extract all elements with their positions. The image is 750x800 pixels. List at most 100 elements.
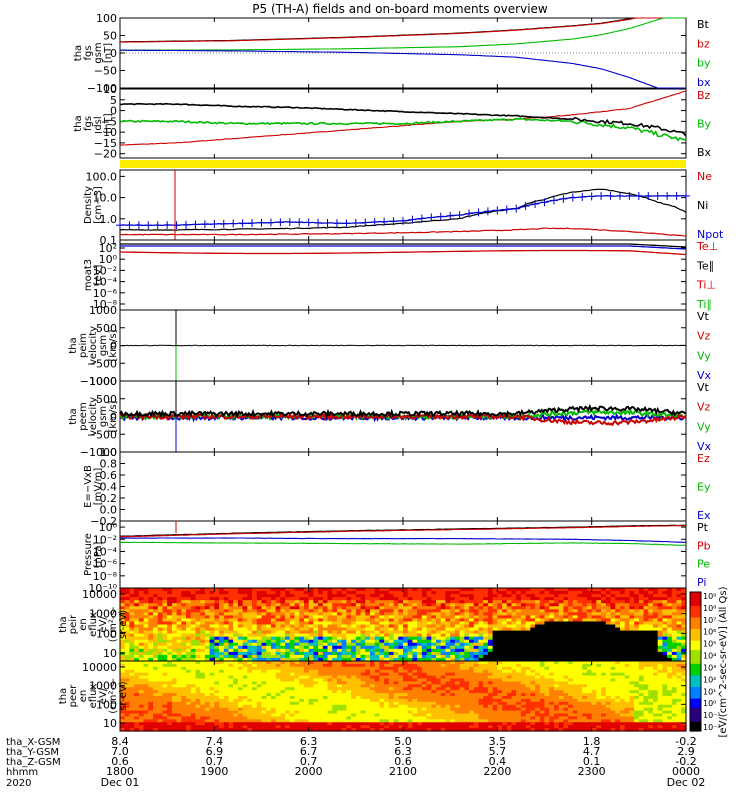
peir_eflux-cell bbox=[256, 621, 263, 626]
peer_eflux-cell bbox=[171, 704, 178, 709]
peir_eflux-cell bbox=[431, 651, 437, 656]
peir_eflux-cell bbox=[318, 615, 324, 620]
peir_eflux-cell bbox=[619, 606, 626, 610]
peer_eflux-cell bbox=[233, 696, 239, 700]
peer_eflux-cell bbox=[322, 716, 329, 720]
peer_eflux-cell bbox=[365, 693, 371, 697]
peir_eflux-cell bbox=[242, 594, 248, 598]
peir_eflux-cell bbox=[162, 606, 168, 610]
peer_eflux-cell bbox=[299, 696, 305, 700]
peir_eflux-cell bbox=[657, 648, 664, 653]
peer_eflux-cell bbox=[384, 696, 390, 700]
peir_eflux-cell bbox=[473, 618, 480, 623]
peir_eflux-cell bbox=[596, 645, 602, 650]
peir_eflux-cell bbox=[233, 630, 239, 635]
peer_eflux-cell bbox=[233, 698, 239, 703]
peir_eflux-cell bbox=[473, 594, 480, 598]
peir_eflux-cell bbox=[360, 621, 366, 626]
peir_eflux-cell bbox=[492, 591, 498, 595]
peer_eflux-cell bbox=[242, 666, 248, 671]
peir_eflux-cell bbox=[148, 597, 154, 601]
peir_eflux-cell bbox=[426, 609, 432, 613]
peer_eflux-cell bbox=[351, 707, 357, 712]
peir_eflux-cell bbox=[374, 618, 381, 623]
peer_eflux-cell bbox=[322, 663, 329, 668]
peir_eflux-ylabel-line: tha bbox=[58, 616, 69, 632]
peer_eflux-cell bbox=[421, 725, 428, 729]
peer_eflux-cell bbox=[407, 661, 414, 665]
peer_eflux-cell bbox=[143, 713, 149, 718]
peir_eflux-cell bbox=[487, 624, 494, 629]
peir_eflux-cell bbox=[478, 588, 484, 592]
peer_eflux-cell bbox=[266, 725, 272, 729]
peir_eflux-cell bbox=[237, 612, 244, 616]
peir_eflux-cell bbox=[322, 603, 329, 607]
peer_eflux-cell bbox=[209, 693, 215, 697]
peir_eflux-cell bbox=[469, 654, 475, 659]
peer_eflux-cell bbox=[124, 661, 131, 665]
peir_eflux-cell bbox=[667, 642, 673, 647]
peer_eflux-cell bbox=[379, 672, 385, 677]
peir_eflux-cell bbox=[553, 636, 560, 641]
peer_eflux-cell bbox=[209, 669, 215, 674]
peer_eflux-cell bbox=[134, 663, 140, 668]
peer_eflux-cell bbox=[266, 722, 272, 726]
peer_eflux-cell bbox=[242, 669, 248, 674]
peir_eflux-cell bbox=[634, 657, 640, 662]
peer_eflux-cell bbox=[171, 698, 178, 703]
peir_eflux-cell bbox=[544, 627, 550, 632]
peer_eflux-cell bbox=[124, 681, 131, 685]
peer_eflux-cell bbox=[237, 725, 244, 729]
peer_eflux-cell bbox=[436, 661, 442, 665]
peer_eflux-cell bbox=[195, 713, 201, 718]
peir_eflux-cell bbox=[407, 606, 414, 610]
peir_eflux-cell bbox=[332, 651, 338, 656]
peir_eflux-cell bbox=[558, 609, 564, 613]
peir_eflux-cell bbox=[610, 624, 616, 629]
peer_eflux-cell bbox=[313, 701, 319, 706]
peir_eflux-cell bbox=[619, 597, 626, 601]
peer_eflux-cell bbox=[120, 696, 126, 700]
peer_eflux-cell bbox=[171, 666, 178, 671]
peir_eflux-cell bbox=[440, 618, 447, 623]
peer_eflux-cell bbox=[365, 687, 371, 691]
peir_eflux-cell bbox=[511, 624, 517, 629]
peer_eflux-cell bbox=[384, 684, 390, 688]
peer_eflux-cell bbox=[148, 663, 154, 668]
peer_eflux-cell bbox=[327, 678, 333, 683]
peir_eflux-cell bbox=[676, 594, 682, 598]
peir_eflux-cell bbox=[667, 603, 673, 607]
peer_eflux-cell bbox=[313, 672, 319, 677]
peir_eflux-cell bbox=[280, 630, 286, 635]
peir_eflux-cell bbox=[176, 645, 182, 650]
peir_eflux-cell bbox=[469, 591, 475, 595]
peir_eflux-cell bbox=[190, 657, 197, 662]
peir_eflux-cell bbox=[577, 642, 583, 647]
peer_eflux-cell bbox=[134, 693, 140, 697]
peer_eflux-cell bbox=[200, 701, 206, 706]
peer_eflux-cell bbox=[322, 684, 329, 688]
peir_eflux-cell bbox=[181, 600, 187, 604]
peir_eflux-cell bbox=[129, 603, 135, 607]
peer_eflux-cell bbox=[318, 684, 324, 688]
peir_eflux-cell bbox=[473, 597, 480, 601]
peer_eflux-cell bbox=[148, 728, 154, 732]
peer_eflux-cell bbox=[204, 684, 211, 688]
peer_eflux-cell bbox=[360, 707, 366, 712]
peir_eflux-cell bbox=[129, 654, 135, 659]
peir_eflux-cell bbox=[492, 639, 498, 644]
peer_eflux-cell bbox=[299, 681, 305, 685]
peer_eflux-cell bbox=[426, 716, 432, 720]
peir_eflux-cell bbox=[652, 612, 659, 616]
peir_eflux-cell bbox=[478, 648, 484, 653]
peer_eflux-cell bbox=[195, 693, 201, 697]
peir_eflux-cell bbox=[535, 627, 541, 632]
peer_eflux-cell bbox=[412, 696, 418, 700]
peir_eflux-cell bbox=[648, 627, 654, 632]
peir_eflux-cell bbox=[582, 600, 588, 604]
peer_eflux-cell bbox=[153, 716, 159, 720]
peir_eflux-cell bbox=[544, 588, 550, 592]
peer_eflux-cell bbox=[153, 725, 159, 729]
peer_eflux-cell bbox=[252, 704, 258, 709]
peir_eflux-cell bbox=[379, 630, 385, 635]
